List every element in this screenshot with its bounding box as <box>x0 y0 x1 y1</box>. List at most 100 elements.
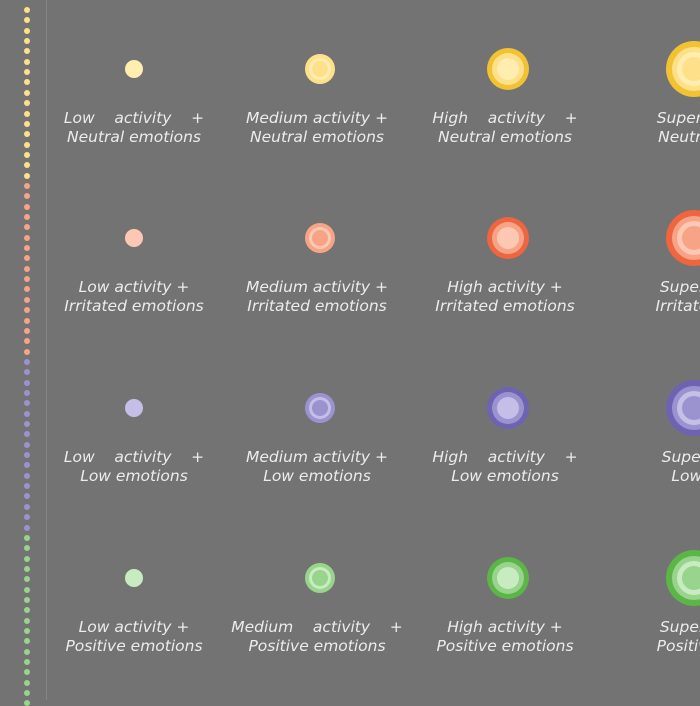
legend-caption: Super acIrritated e <box>594 278 700 316</box>
column-dot <box>24 576 30 583</box>
legend-item-irritated-3: High activity + Irritated emotions <box>408 198 608 348</box>
column-dot <box>24 276 30 283</box>
caption-activity-line: Super a <box>661 448 700 466</box>
column-dot <box>24 472 30 479</box>
column-dot <box>24 296 30 303</box>
activity-circle-ring <box>125 229 143 247</box>
caption-activity-line: High activity + <box>447 278 563 296</box>
column-dot <box>24 131 30 138</box>
caption-activity-line: Medium activity + <box>246 109 388 127</box>
column-dot <box>24 89 30 96</box>
caption-emotion-line: Neutral emotions <box>66 128 202 146</box>
caption-emotion-line: Irritated emotions <box>247 297 387 315</box>
activity-circle-ring <box>125 569 143 587</box>
column-dot <box>24 669 30 676</box>
caption-emotion-line: Low e <box>671 467 700 485</box>
legend-item-low-3: High activity + Low emotions <box>408 368 608 518</box>
column-dot <box>24 286 30 293</box>
legend-caption: Low activity + Neutral emotions <box>34 109 234 147</box>
column-dot <box>24 565 30 572</box>
column-dot <box>24 17 30 24</box>
column-dot <box>24 493 30 500</box>
column-dot <box>24 452 30 459</box>
column-dot <box>24 586 30 593</box>
column-dot <box>24 628 30 634</box>
column-dot <box>24 7 30 13</box>
column-dot <box>24 120 30 127</box>
caption-activity-line: Super ac <box>659 618 700 636</box>
legend-item-positive-3: High activity + Positive emotions <box>408 538 608 688</box>
caption-activity-line: Low activity + <box>63 109 205 127</box>
activity-circle-ring <box>682 226 700 250</box>
legend-caption: Low activity + Low emotions <box>34 448 234 486</box>
column-dot <box>24 79 30 86</box>
column-dot <box>24 348 30 355</box>
caption-activity-line: Super ac <box>659 278 700 296</box>
column-dot <box>24 224 30 231</box>
activity-circle-ring <box>312 570 328 586</box>
column-dot <box>24 162 30 169</box>
column-dot <box>24 265 30 272</box>
legend-caption: Medium activity + Neutral emotions <box>217 109 417 147</box>
column-dot <box>24 690 30 697</box>
column-dot <box>24 607 30 614</box>
activity-circle-ring <box>312 230 328 246</box>
legend-item-irritated-4: Super acIrritated e <box>594 198 700 348</box>
caption-emotion-line: Positive emotions <box>248 637 386 655</box>
column-dot <box>24 638 30 645</box>
column-dot <box>24 659 30 666</box>
legend-item-low-4: Super aLow e <box>594 368 700 518</box>
column-dot <box>24 100 30 107</box>
column-dot <box>24 172 30 179</box>
caption-activity-line: Low activity + <box>63 448 205 466</box>
caption-emotion-line: Irritated emotions <box>435 297 575 315</box>
column-dot <box>24 410 30 417</box>
caption-activity-line: High activity + <box>447 618 563 636</box>
activity-circle-ring <box>312 61 328 77</box>
legend-item-neutral-3: High activity + Neutral emotions <box>408 29 608 179</box>
column-dot <box>24 700 30 706</box>
column-dot <box>24 503 30 510</box>
column-dot <box>24 141 30 148</box>
column-dot <box>24 534 30 541</box>
column-dot <box>24 555 30 562</box>
column-dot <box>24 524 30 531</box>
caption-emotion-line: Positive e <box>656 637 700 655</box>
caption-emotion-line: Low emotions <box>263 467 371 485</box>
legend-caption: Low activity + Positive emotions <box>34 618 234 656</box>
column-dot <box>24 679 30 686</box>
legend-caption: Super acPositive e <box>594 618 700 656</box>
legend-caption: High activity + Neutral emotions <box>405 109 605 147</box>
column-dot <box>24 193 30 200</box>
legend-item-neutral-1: Low activity + Neutral emotions <box>34 29 234 179</box>
column-dot <box>24 234 30 241</box>
column-dot <box>24 400 30 407</box>
caption-emotion-line: Neutral emotions <box>249 128 385 146</box>
caption-emotion-line: Irritated e <box>655 297 700 315</box>
column-divider <box>46 0 47 700</box>
legend-caption: High activity + Positive emotions <box>405 618 605 656</box>
caption-activity-line: Low activity + <box>78 618 190 636</box>
column-dot <box>24 545 30 552</box>
column-dot <box>24 358 30 365</box>
legend-caption: Low activity + Irritated emotions <box>34 278 234 316</box>
legend-item-neutral-2: Medium activity + Neutral emotions <box>220 29 420 179</box>
caption-activity-line: Medium activity + <box>246 278 388 296</box>
activity-circle-ring <box>312 400 328 416</box>
caption-activity-line: Low activity + <box>78 278 190 296</box>
activity-circle-ring <box>682 396 700 420</box>
column-dot <box>24 648 30 655</box>
column-dot <box>24 255 30 262</box>
legend-item-positive-2: Medium activity + Positive emotions <box>220 538 420 688</box>
column-dot <box>24 182 30 189</box>
legend-caption: Medium activity + Positive emotions <box>217 618 417 656</box>
activity-circle-ring <box>682 566 700 590</box>
legend-item-low-2: Medium activity + Low emotions <box>220 368 420 518</box>
column-dot <box>24 379 30 386</box>
column-dot <box>24 110 30 117</box>
column-dot <box>24 38 30 45</box>
legend-caption: Super aLow e <box>594 448 700 486</box>
column-dot <box>24 441 30 448</box>
caption-activity-line: Medium activity + <box>231 618 403 636</box>
